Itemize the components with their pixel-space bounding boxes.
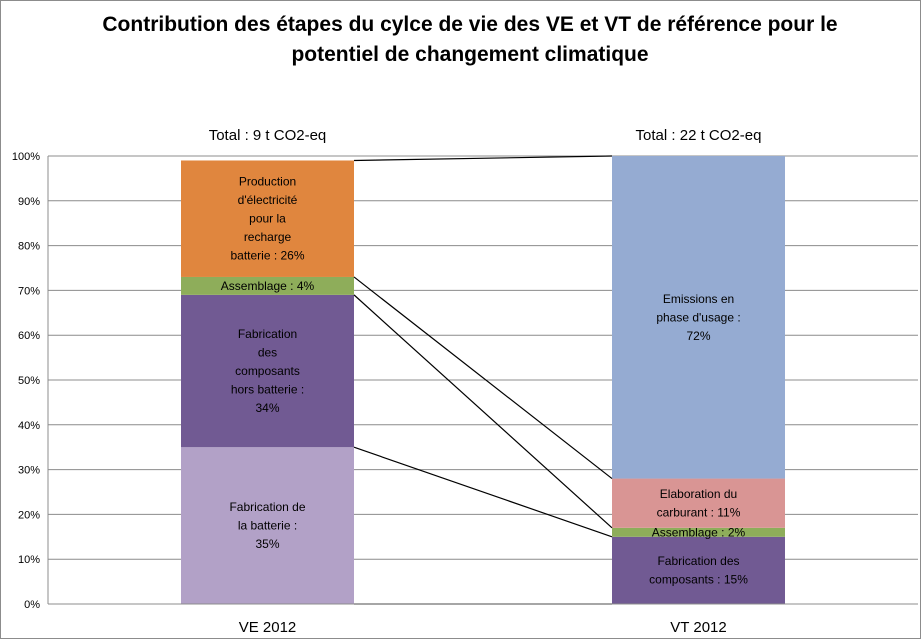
data-label: Elaboration du carburant : 11% xyxy=(657,487,741,520)
bar-segment xyxy=(181,294,354,448)
chart-title-line-1: Contribution des étapes du cylce de vie … xyxy=(102,13,838,36)
data-label-line: Emissions en xyxy=(663,292,734,306)
bar-segment xyxy=(181,160,354,277)
data-label-line: composants xyxy=(235,364,300,378)
data-label-line: d'électricité xyxy=(238,193,298,207)
data-label-line: hors batterie : xyxy=(231,383,304,397)
data-label: Production d'électricité pour la recharge ba… xyxy=(230,175,304,263)
data-label: Emissions en phase d'usage : 72% xyxy=(656,292,740,343)
bar-segment xyxy=(612,156,785,479)
data-label-line: Assemblage : 4% xyxy=(221,279,315,293)
bar-segment xyxy=(181,276,354,295)
bar-segment xyxy=(612,478,785,528)
bar-segment xyxy=(181,447,354,604)
bar-segment xyxy=(612,527,785,537)
y-tick-label: 30% xyxy=(18,465,40,477)
y-tick-label: 60% xyxy=(18,330,40,342)
data-label: Fabrication de la batterie : 35% xyxy=(229,500,305,551)
bar-segment xyxy=(612,536,785,604)
y-tick-label: 70% xyxy=(18,285,40,297)
chart-title-line-2: potentiel de changement climatique xyxy=(291,43,649,66)
series-connector-line xyxy=(353,446,613,538)
data-label-line: carburant : 11% xyxy=(657,505,741,519)
data-label-line: Fabrication des xyxy=(657,554,739,568)
bar-total-label: Total : 22 t CO2-eq xyxy=(636,127,762,144)
data-label-line: 35% xyxy=(255,537,279,551)
data-label-line: Production xyxy=(239,175,296,189)
y-tick-label: 20% xyxy=(18,509,40,521)
chart-title: Contribution des étapes du cylce de vie … xyxy=(60,10,880,70)
y-tick-label: 100% xyxy=(12,151,40,163)
data-label-line: Elaboration du xyxy=(660,487,737,501)
data-label-line: phase d'usage : xyxy=(656,310,740,324)
y-tick-label: 10% xyxy=(18,554,40,566)
x-category-label: VE 2012 xyxy=(239,619,297,636)
data-label-line: recharge xyxy=(244,230,292,244)
series-connector-line xyxy=(353,294,613,529)
x-category-label: VT 2012 xyxy=(670,619,726,636)
y-tick-label: 40% xyxy=(18,420,40,432)
y-tick-label: 50% xyxy=(18,375,40,387)
y-tick-label: 80% xyxy=(18,241,40,253)
data-label: Fabrication des composants : 15% xyxy=(649,554,748,587)
series-connector-line xyxy=(353,276,613,480)
data-label-line: Fabrication de xyxy=(229,500,305,514)
series-connector-line xyxy=(353,155,613,162)
data-label-line: 72% xyxy=(686,329,710,343)
data-label: Fabrication des composants hors batterie : 3… xyxy=(231,327,304,415)
y-tick-label: 90% xyxy=(18,196,40,208)
data-label-line: la batterie : xyxy=(238,519,297,533)
data-label: Assemblage : 2% xyxy=(652,525,746,539)
data-label-line: pour la xyxy=(249,212,286,226)
data-label-line: Fabrication xyxy=(238,327,297,341)
data-label: Assemblage : 4% xyxy=(221,279,315,293)
y-tick-label: 0% xyxy=(24,599,40,611)
data-label-line: des xyxy=(258,346,277,360)
bar-total-label: Total : 9 t CO2-eq xyxy=(209,127,327,144)
data-label-line: composants : 15% xyxy=(649,573,748,587)
data-label-line: Assemblage : 2% xyxy=(652,525,746,539)
data-label-line: batterie : 26% xyxy=(230,249,304,263)
data-label-line: 34% xyxy=(255,401,279,415)
